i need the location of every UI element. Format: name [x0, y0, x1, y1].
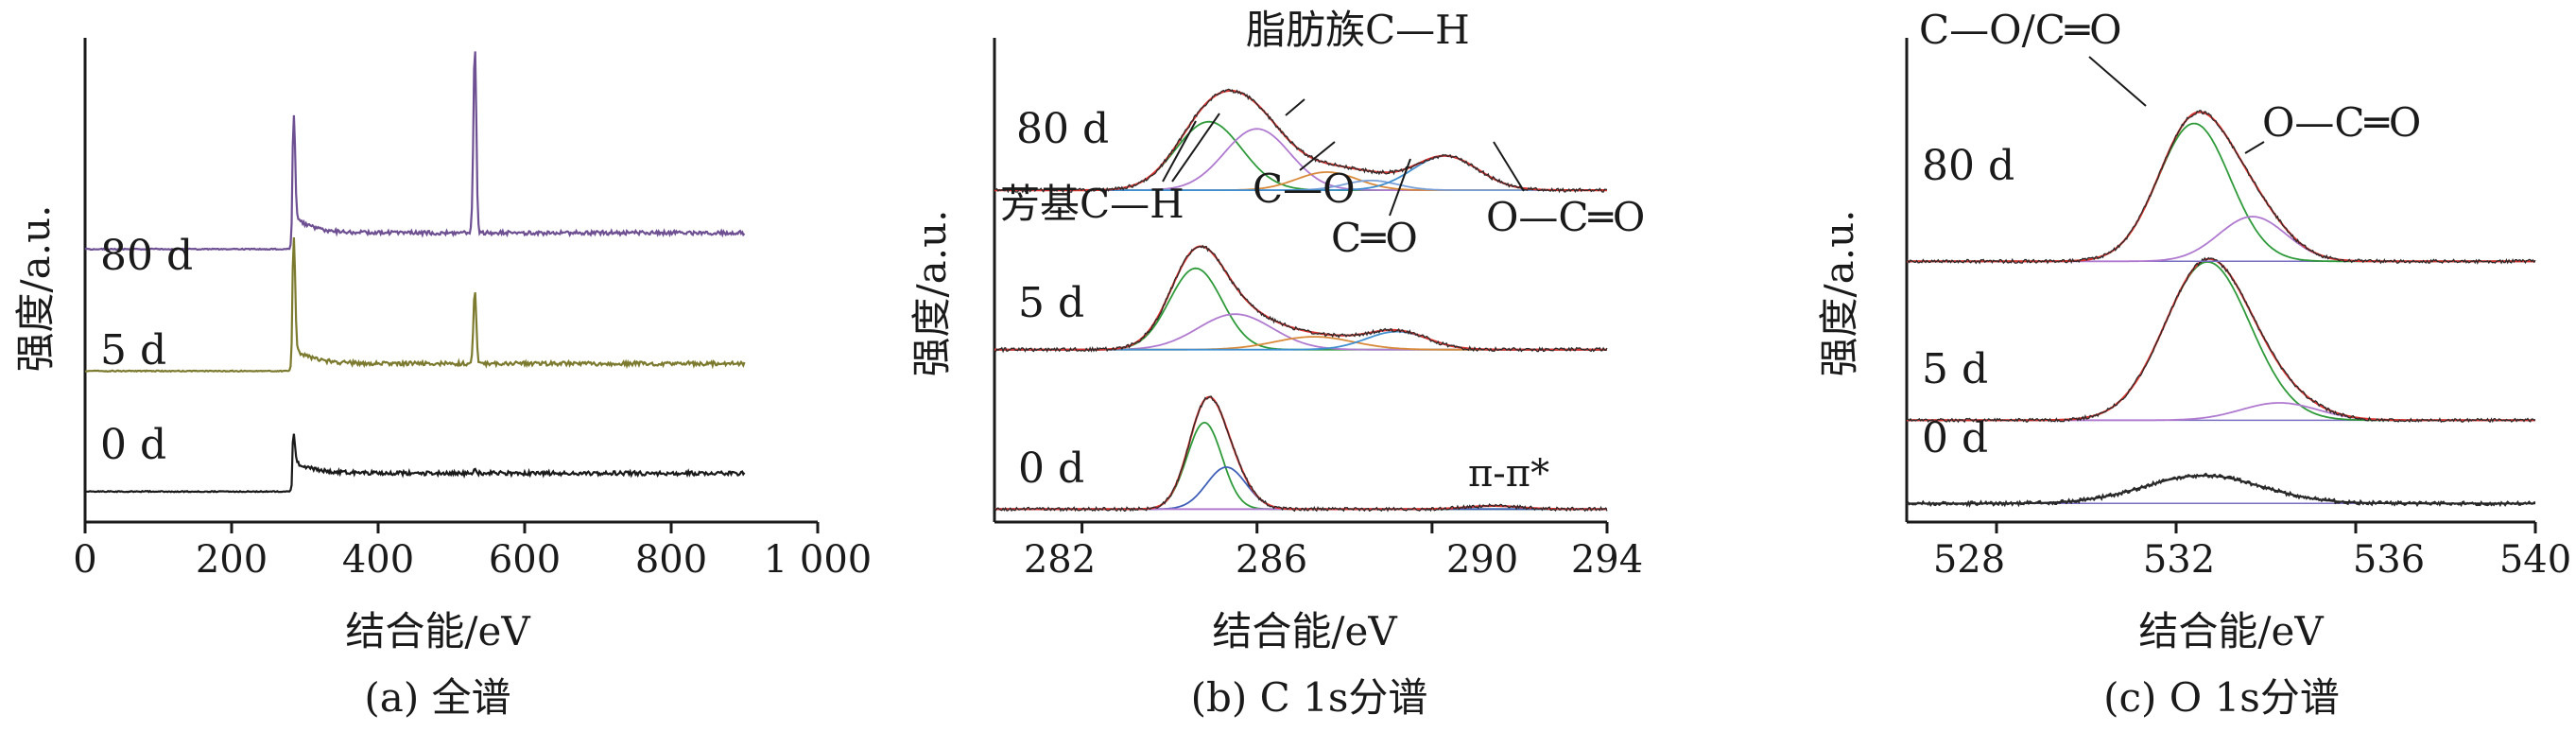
panel-b-annot-c-o: C—O: [1253, 166, 1356, 212]
panel-a-series-5d: [84, 236, 746, 374]
panel-c-component-5d-1: [1907, 402, 2535, 422]
panel-c-plot: [1905, 38, 2537, 533]
arrow-aryl-2: [1171, 113, 1220, 183]
panel-c-series-label-80d: 80 d: [1922, 142, 2014, 190]
panel-a-xlabel: 结合能/eV: [345, 608, 530, 654]
panel-c-xlabel: 结合能/eV: [2138, 608, 2324, 654]
panel-a-caption: (a) 全谱: [364, 674, 510, 721]
panel-a: 强度/a.u. 80 d 5 d 0 d 0 200 400 600 800 1…: [12, 38, 872, 721]
panel-b-envelope-5d: [994, 245, 1607, 351]
panel-c-component-0d-0: [1907, 474, 2535, 505]
panel-b-annot-aryl: 芳基C—H: [1000, 181, 1184, 227]
panel-b-component-5d-1: [994, 313, 1607, 351]
panel-b-xlabel: 结合能/eV: [1212, 608, 1397, 654]
panel-b-tick-286: 286: [1236, 538, 1307, 582]
panel-a-series-80d: [84, 51, 746, 252]
panel-b-caption: (b) C 1s分谱: [1191, 674, 1428, 721]
panel-c-envelope-5d: [1907, 257, 2535, 422]
panel-a-series-label-80d: 80 d: [100, 232, 193, 280]
panel-a-tick-1000: 1 000: [764, 538, 873, 582]
panel-b-series-label-0d: 0 d: [1018, 444, 1084, 493]
panel-a-tick-600: 600: [489, 538, 561, 582]
panel-a-tick-200: 200: [196, 538, 268, 582]
arrow-aryl: [1162, 120, 1197, 183]
arrow-co: [2088, 56, 2147, 107]
panel-a-series-label-5d: 5 d: [100, 326, 166, 375]
panel-c-tick-528: 528: [1933, 538, 2005, 582]
panel-b: 强度/a.u. 80 d 5 d 0 d 脂肪族C—H 芳基C—H C—O C═…: [908, 7, 1645, 721]
panel-b-annotation-arrows: [1162, 98, 1525, 217]
arrow-c-double-o: [1389, 158, 1411, 217]
panel-c-raw-80d: [1906, 110, 2536, 265]
panel-b-annot-pi: π-π*: [1468, 452, 1549, 496]
panel-a-ylabel: 强度/a.u.: [12, 205, 59, 373]
panel-b-raw-5d: [994, 244, 1608, 354]
panel-a-x-ticks: 0 200 400 600 800 1 000: [73, 538, 872, 582]
panel-b-raw-80d: [994, 88, 1608, 194]
panel-a-tick-400: 400: [342, 538, 414, 582]
panel-b-annot-c-double-o: C═O: [1331, 215, 1418, 261]
panel-c-caption: (c) O 1s分谱: [2103, 674, 2340, 721]
arrow-oco: [2244, 141, 2265, 154]
panel-a-plot: [83, 38, 820, 533]
panel-c-component-80d-1: [1907, 216, 2535, 263]
arrow-c-o: [1299, 141, 1336, 171]
panel-c-ylabel: 强度/a.u.: [1816, 210, 1862, 377]
panel-b-tick-282: 282: [1024, 538, 1096, 582]
panel-b-tick-294: 294: [1571, 538, 1643, 582]
panel-c-tick-536: 536: [2353, 538, 2425, 582]
panel-c-annot-co: C—O/C═O: [1919, 7, 2122, 53]
panel-c-raw-0d: [1906, 472, 2536, 508]
panel-c-tick-532: 532: [2143, 538, 2215, 582]
panel-c-component-5d-0: [1907, 261, 2535, 422]
panel-b-annot-aliphatic: 脂肪族C—H: [1246, 7, 1470, 53]
panel-b-ylabel: 强度/a.u.: [908, 210, 955, 377]
panel-b-annot-o-c-double-o: O—C═O: [1486, 194, 1645, 240]
panel-a-tick-0: 0: [73, 538, 96, 582]
panel-c-tick-540: 540: [2499, 538, 2571, 582]
panel-b-series-label-80d: 80 d: [1016, 105, 1109, 153]
panel-c: 强度/a.u. 80 d 5 d 0 d C—O/C═O O—C═O 528 5…: [1816, 7, 2571, 721]
panel-b-plot: [993, 38, 1609, 533]
panel-c-series-label-5d: 5 d: [1922, 345, 1988, 393]
panel-c-annotation-arrows: [2088, 56, 2265, 154]
panel-c-series-label-0d: 0 d: [1922, 414, 1988, 462]
panel-c-x-ticks: 528 532 536 540: [1933, 538, 2571, 582]
panel-c-annot-oco: O—C═O: [2262, 99, 2421, 146]
arrow-aliphatic: [1285, 98, 1305, 116]
panel-b-tick-290: 290: [1446, 538, 1518, 582]
panel-c-raw-5d: [1906, 256, 2536, 424]
panel-b-component-5d-3: [994, 330, 1607, 351]
panel-a-tick-800: 800: [635, 538, 707, 582]
panel-b-x-ticks: 282 286 290 294: [1024, 538, 1643, 582]
arrow-o-c-double-o: [1493, 141, 1525, 192]
panel-a-series-0d: [84, 433, 746, 494]
panel-a-series-label-0d: 0 d: [100, 421, 166, 469]
panel-b-series-label-5d: 5 d: [1018, 279, 1084, 327]
panel-b-raw-0d: [994, 395, 1608, 513]
